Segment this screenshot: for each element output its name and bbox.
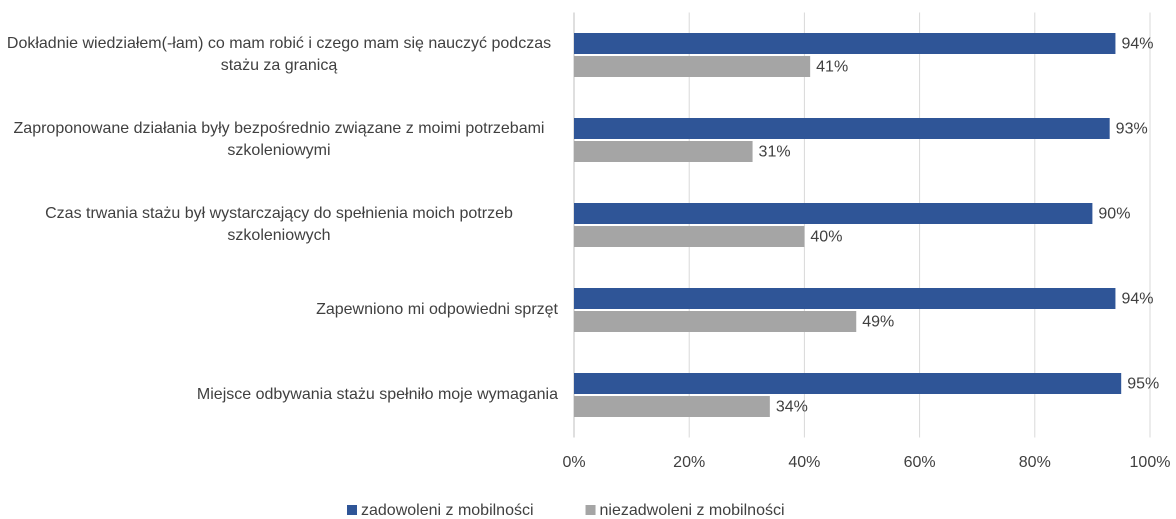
data-label: 31% xyxy=(759,144,791,161)
data-label: 34% xyxy=(776,399,808,416)
data-label: 94% xyxy=(1121,291,1153,308)
category-label: Dokładnie wiedziałem(-łam) co mam robić … xyxy=(6,35,552,74)
category-label: Zapewniono mi odpowiedni sprzęt xyxy=(316,301,558,318)
data-label: 49% xyxy=(862,314,894,331)
legend-label: zadowoleni z mobilności xyxy=(361,502,534,519)
bar xyxy=(574,203,1093,224)
bar xyxy=(574,373,1122,394)
data-label: 95% xyxy=(1127,376,1159,393)
bar xyxy=(574,33,1116,54)
legend-swatch xyxy=(347,505,357,515)
x-tick-label: 40% xyxy=(788,454,820,471)
data-label: 94% xyxy=(1121,36,1153,53)
data-label: 90% xyxy=(1098,206,1130,223)
bar xyxy=(574,288,1116,309)
bar xyxy=(574,118,1110,139)
data-label: 93% xyxy=(1116,121,1148,138)
x-tick-label: 20% xyxy=(673,454,705,471)
x-tick-label: 0% xyxy=(562,454,585,471)
bar xyxy=(574,396,770,417)
bar xyxy=(574,141,753,162)
bar xyxy=(574,226,805,247)
x-tick-label: 100% xyxy=(1130,454,1171,471)
legend-label: niezadwoleni z mobilności xyxy=(600,502,785,519)
x-tick-label: 80% xyxy=(1019,454,1051,471)
category-label: Miejsce odbywania stażu spełniło moje wy… xyxy=(196,386,558,403)
bar xyxy=(574,56,811,77)
bar xyxy=(574,311,857,332)
data-label: 41% xyxy=(816,59,848,76)
category-label: Czas trwania stażu był wystarczający do … xyxy=(45,205,513,244)
category-label: Zaproponowane działania były bezpośredni… xyxy=(13,120,545,159)
data-label: 40% xyxy=(810,229,842,246)
x-tick-label: 60% xyxy=(904,454,936,471)
legend-swatch xyxy=(585,505,596,515)
